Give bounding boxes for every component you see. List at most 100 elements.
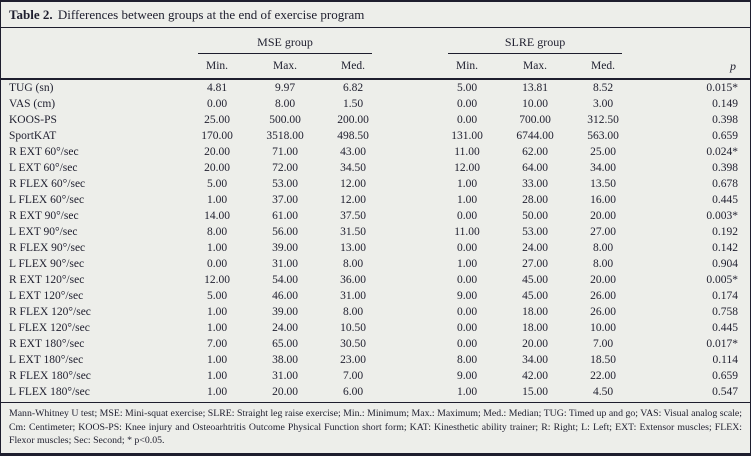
- cell-slre-med: 7.00: [592, 338, 614, 350]
- spacer-cell: [384, 224, 436, 240]
- spacer-cell: [384, 96, 436, 112]
- spacer-cell: [384, 320, 436, 336]
- cell-mse-med: 36.00: [340, 274, 366, 286]
- header-gap-cell: [384, 54, 437, 80]
- cell-mse-med: 498.50: [337, 130, 369, 142]
- cell-mse-min: 0.00: [206, 258, 228, 270]
- cell-slre-med: 18.50: [590, 354, 616, 366]
- cell-slre-min: 9.00: [456, 290, 478, 302]
- table-body: TUG (sn) 4.81 9.97 6.82 5.00 13.81 8.52 …: [1, 79, 750, 400]
- table-row: R FLEX 180°/sec 1.00 31.00 7.00 9.00 42.…: [1, 368, 750, 384]
- cell-mse-min: 1.00: [206, 194, 228, 206]
- col-header-mse-max: Max.: [248, 54, 322, 80]
- cell-slre-max: 15.00: [522, 386, 548, 398]
- cell-mse-max: 71.00: [272, 146, 298, 158]
- cell-mse-min: 1.00: [206, 370, 228, 382]
- spacer-cell: [384, 79, 436, 96]
- group-header-row: MSE group SLRE group: [1, 28, 750, 54]
- cell-mse-max: 8.00: [274, 98, 296, 110]
- column-header-row: Min. Max. Med. Min. Max. Med. p: [1, 54, 750, 80]
- cell-slre-min: 11.00: [454, 146, 480, 158]
- cell-mse-med: 6.00: [342, 386, 364, 398]
- cell-p: 0.659: [712, 370, 738, 382]
- cell-slre-min: 0.00: [456, 274, 478, 286]
- cell-p: 0.142: [712, 242, 738, 254]
- table-title-text: Differences between groups at the end of…: [54, 7, 365, 22]
- footnote: Mann-Whitney U test; MSE: Mini-squat exe…: [1, 401, 750, 453]
- cell-slre-min: 0.00: [456, 210, 478, 222]
- col-header-mse-med: Med.: [322, 54, 385, 80]
- spacer-cell: [384, 336, 436, 352]
- cell-mse-med: 8.00: [342, 306, 364, 318]
- cell-label: L FLEX 90°/sec: [9, 258, 85, 270]
- table-row: L EXT 120°/sec 5.00 46.00 31.00 9.00 45.…: [1, 288, 750, 304]
- table-row: SportKAT 170.00 3518.00 498.50 131.00 67…: [1, 128, 750, 144]
- cell-p: 0.398: [712, 114, 738, 126]
- cell-slre-max: 13.81: [522, 82, 548, 94]
- cell-label: VAS (cm): [9, 98, 56, 110]
- label-column-header: [1, 54, 186, 80]
- cell-slre-min: 131.00: [451, 130, 483, 142]
- cell-p: 0.017*: [706, 338, 738, 350]
- table-row: L EXT 60°/sec 20.00 72.00 34.50 12.00 64…: [1, 160, 750, 176]
- cell-mse-min: 1.00: [206, 354, 228, 366]
- cell-slre-min: 0.00: [456, 338, 478, 350]
- cell-mse-med: 12.00: [340, 178, 366, 190]
- cell-mse-med: 7.00: [342, 370, 364, 382]
- col-header-p: p: [634, 54, 750, 80]
- cell-mse-max: 3518.00: [266, 130, 304, 142]
- cell-slre-med: 34.00: [590, 162, 616, 174]
- table-row: R EXT 120°/sec 12.00 54.00 36.00 0.00 45…: [1, 272, 750, 288]
- cell-mse-min: 5.00: [206, 290, 228, 302]
- cell-p: 0.114: [712, 354, 738, 366]
- cell-slre-min: 8.00: [456, 354, 478, 366]
- mse-group-label: MSE group: [198, 35, 373, 54]
- cell-mse-med: 12.00: [340, 194, 366, 206]
- cell-mse-max: 39.00: [272, 242, 298, 254]
- cell-label: TUG (sn): [9, 82, 54, 94]
- cell-slre-med: 27.00: [590, 226, 616, 238]
- cell-mse-min: 14.00: [204, 210, 230, 222]
- cell-slre-med: 8.00: [592, 258, 614, 270]
- spacer-cell: [384, 352, 436, 368]
- cell-slre-med: 8.52: [592, 82, 614, 94]
- cell-slre-min: 5.00: [456, 82, 478, 94]
- table-row: L FLEX 120°/sec 1.00 24.00 10.50 0.00 18…: [1, 320, 750, 336]
- col-header-slre-med: Med.: [572, 54, 635, 80]
- cell-p: 0.024*: [706, 146, 738, 158]
- table-row: L FLEX 90°/sec 0.00 31.00 8.00 1.00 27.0…: [1, 256, 750, 272]
- spacer-cell: [384, 304, 436, 320]
- cell-mse-med: 13.00: [340, 242, 366, 254]
- cell-slre-max: 42.00: [522, 370, 548, 382]
- cell-mse-min: 1.00: [206, 386, 228, 398]
- cell-mse-min: 0.00: [206, 98, 228, 110]
- cell-mse-min: 8.00: [206, 226, 228, 238]
- table-row: VAS (cm) 0.00 8.00 1.50 0.00 10.00 3.00 …: [1, 96, 750, 112]
- cell-slre-med: 312.50: [587, 114, 619, 126]
- cell-mse-max: 20.00: [272, 386, 298, 398]
- cell-slre-min: 1.00: [456, 386, 478, 398]
- cell-slre-min: 1.00: [456, 178, 478, 190]
- cell-mse-min: 5.00: [206, 178, 228, 190]
- cell-label: KOOS-PS: [9, 114, 57, 126]
- cell-mse-med: 37.50: [340, 210, 366, 222]
- cell-mse-max: 9.97: [274, 82, 296, 94]
- cell-mse-max: 31.00: [272, 370, 298, 382]
- table-row: L FLEX 180°/sec 1.00 20.00 6.00 1.00 15.…: [1, 384, 750, 400]
- cell-mse-med: 43.00: [340, 146, 366, 158]
- p-gap-cell: [634, 28, 750, 54]
- cell-p: 0.149: [712, 98, 738, 110]
- cell-slre-min: 0.00: [456, 242, 478, 254]
- spacer-cell: [384, 256, 436, 272]
- table-row: R FLEX 120°/sec 1.00 39.00 8.00 0.00 18.…: [1, 304, 750, 320]
- spacer-cell: [384, 384, 436, 400]
- cell-p: 0.005*: [706, 274, 738, 286]
- cell-mse-med: 31.50: [340, 226, 366, 238]
- table-title: Table 2. Differences between groups at t…: [1, 2, 750, 28]
- group-gap-cell: [384, 28, 436, 54]
- cell-slre-med: 4.50: [592, 386, 614, 398]
- cell-mse-min: 1.00: [206, 242, 228, 254]
- cell-mse-max: 65.00: [272, 338, 298, 350]
- cell-mse-min: 25.00: [204, 114, 230, 126]
- cell-slre-med: 25.00: [590, 146, 616, 158]
